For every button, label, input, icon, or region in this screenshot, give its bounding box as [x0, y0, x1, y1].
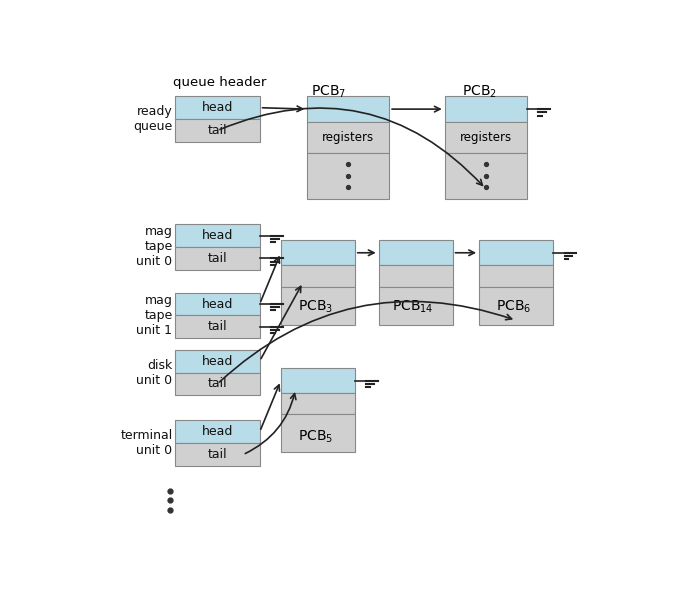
Bar — [175, 96, 260, 119]
Text: queue header: queue header — [173, 76, 267, 89]
Bar — [379, 266, 453, 286]
Text: tail: tail — [207, 252, 227, 265]
Bar — [281, 415, 355, 452]
Text: mag
tape
unit 0: mag tape unit 0 — [136, 225, 173, 269]
Text: PCB$_7$: PCB$_7$ — [311, 84, 346, 100]
Bar — [307, 153, 389, 199]
Bar — [175, 420, 260, 444]
Text: tail: tail — [207, 377, 227, 390]
Bar — [281, 240, 355, 266]
Bar — [379, 286, 453, 324]
Text: ready
queue: ready queue — [133, 105, 173, 133]
Bar — [281, 286, 355, 324]
Text: PCB$_2$: PCB$_2$ — [462, 84, 496, 100]
Text: head: head — [202, 298, 233, 311]
Text: disk
unit 0: disk unit 0 — [136, 359, 173, 387]
Bar — [479, 266, 553, 286]
Bar — [175, 292, 260, 315]
Bar — [307, 96, 389, 122]
Bar — [307, 122, 389, 153]
Bar — [281, 368, 355, 393]
Text: PCB$_3$: PCB$_3$ — [297, 298, 333, 314]
Text: PCB$_6$: PCB$_6$ — [496, 298, 531, 314]
Bar — [175, 350, 260, 372]
Text: tail: tail — [207, 124, 227, 137]
Text: head: head — [202, 355, 233, 368]
Text: tail: tail — [207, 320, 227, 333]
Text: head: head — [202, 425, 233, 438]
Text: tail: tail — [207, 448, 227, 461]
Text: head: head — [202, 229, 233, 242]
Text: terminal
unit 0: terminal unit 0 — [120, 429, 173, 457]
Bar — [175, 119, 260, 142]
Bar — [281, 266, 355, 286]
Bar — [479, 286, 553, 324]
Text: PCB$_5$: PCB$_5$ — [297, 428, 333, 445]
Bar — [175, 315, 260, 338]
Bar — [175, 372, 260, 396]
Text: registers: registers — [460, 131, 512, 144]
Bar — [175, 224, 260, 247]
Text: PCB$_{14}$: PCB$_{14}$ — [392, 298, 434, 314]
Bar — [445, 96, 527, 122]
Text: registers: registers — [322, 131, 374, 144]
Bar — [379, 240, 453, 266]
Bar — [445, 153, 527, 199]
Bar — [281, 393, 355, 415]
Text: head: head — [202, 101, 233, 114]
Bar — [479, 240, 553, 266]
Bar — [445, 122, 527, 153]
Bar — [175, 444, 260, 466]
Bar — [175, 247, 260, 270]
Text: mag
tape
unit 1: mag tape unit 1 — [136, 294, 173, 337]
